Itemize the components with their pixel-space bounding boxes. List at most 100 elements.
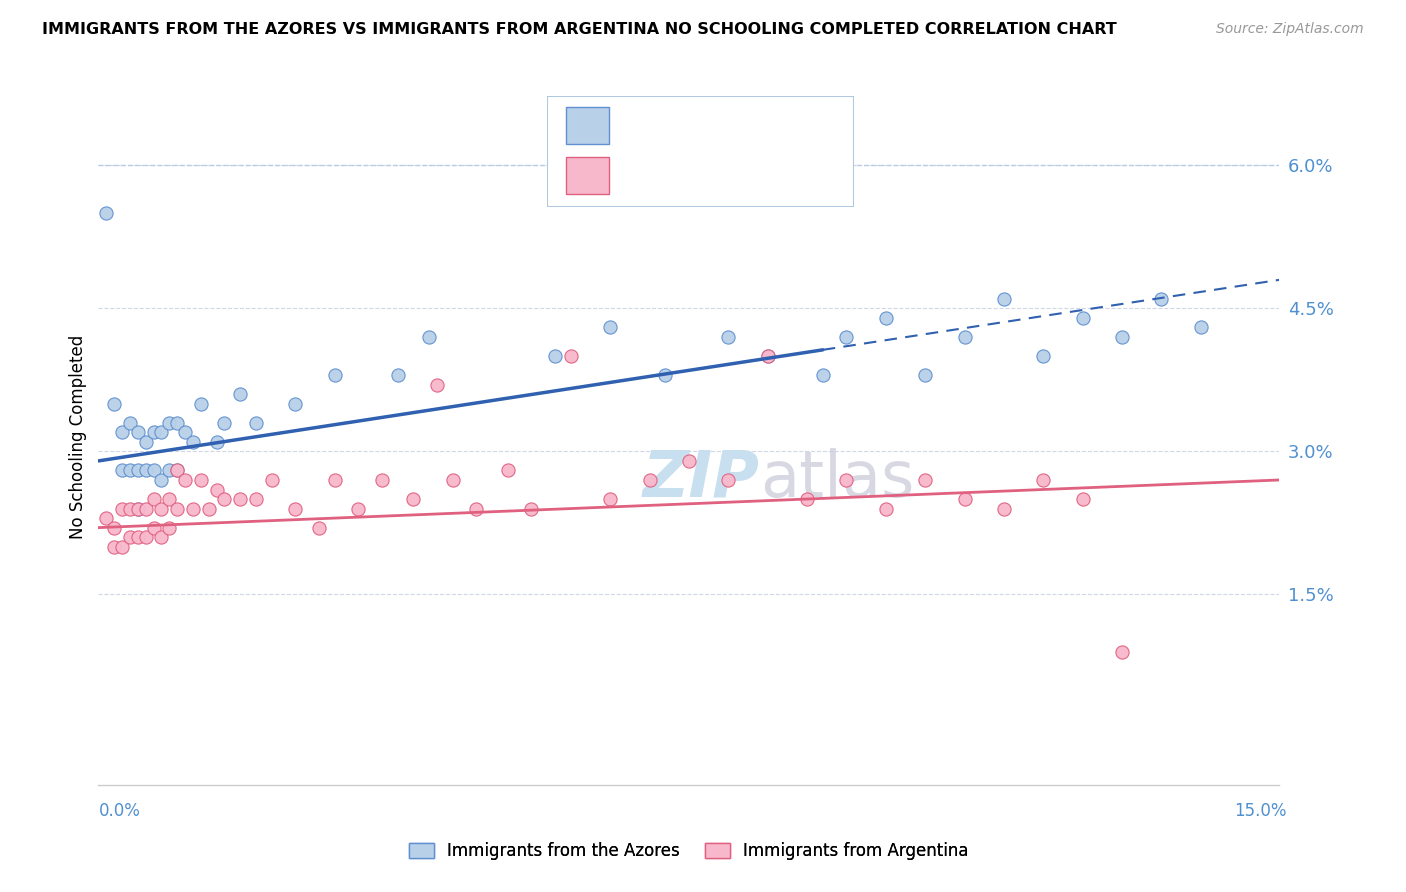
Point xyxy=(190,397,212,411)
Point xyxy=(1071,491,1094,506)
Point xyxy=(166,416,188,430)
Point xyxy=(96,511,118,525)
Text: 0.0%: 0.0% xyxy=(98,802,141,820)
Point xyxy=(284,501,307,516)
Point xyxy=(142,425,165,440)
Point xyxy=(150,530,173,544)
Point xyxy=(174,425,197,440)
Point xyxy=(142,463,165,477)
Point xyxy=(229,491,252,506)
Point xyxy=(135,463,157,477)
Point xyxy=(1032,349,1054,363)
Point xyxy=(127,501,149,516)
Point xyxy=(142,491,165,506)
Point xyxy=(135,530,157,544)
Point xyxy=(426,377,449,392)
Point xyxy=(717,473,740,487)
Point xyxy=(678,454,700,468)
Point xyxy=(835,330,858,344)
Point xyxy=(1150,292,1173,306)
Point xyxy=(599,491,621,506)
Point xyxy=(465,501,488,516)
Point xyxy=(1189,320,1212,334)
Point xyxy=(111,540,134,554)
Point xyxy=(103,540,125,554)
Point xyxy=(190,473,212,487)
Point xyxy=(103,397,125,411)
Point xyxy=(96,206,118,220)
Point xyxy=(638,473,661,487)
Point xyxy=(371,473,394,487)
Point xyxy=(150,473,173,487)
Point xyxy=(1071,310,1094,325)
Point xyxy=(520,501,543,516)
Point xyxy=(157,416,180,430)
Point xyxy=(127,463,149,477)
Point xyxy=(150,501,173,516)
Point xyxy=(111,463,134,477)
Point xyxy=(157,491,180,506)
Text: 15.0%: 15.0% xyxy=(1234,802,1286,820)
Point xyxy=(953,491,976,506)
Legend: Immigrants from the Azores, Immigrants from Argentina: Immigrants from the Azores, Immigrants f… xyxy=(402,836,976,867)
Point xyxy=(654,368,676,383)
Point xyxy=(111,425,134,440)
Text: IMMIGRANTS FROM THE AZORES VS IMMIGRANTS FROM ARGENTINA NO SCHOOLING COMPLETED C: IMMIGRANTS FROM THE AZORES VS IMMIGRANTS… xyxy=(42,22,1116,37)
Point xyxy=(135,434,157,449)
Y-axis label: No Schooling Completed: No Schooling Completed xyxy=(69,335,87,539)
Point xyxy=(599,320,621,334)
Point xyxy=(717,330,740,344)
Point xyxy=(914,368,936,383)
Point xyxy=(245,491,267,506)
Point xyxy=(205,434,228,449)
Point xyxy=(118,501,141,516)
Point xyxy=(245,416,267,430)
Point xyxy=(197,501,219,516)
Point xyxy=(229,387,252,401)
Point xyxy=(875,310,897,325)
Point xyxy=(323,368,346,383)
Point xyxy=(214,416,236,430)
Point xyxy=(174,473,197,487)
Point xyxy=(284,397,307,411)
Point xyxy=(544,349,567,363)
Point xyxy=(1111,330,1133,344)
Point xyxy=(214,491,236,506)
Point xyxy=(441,473,464,487)
Point xyxy=(127,425,149,440)
Point xyxy=(166,463,188,477)
Point xyxy=(308,521,330,535)
Point xyxy=(118,416,141,430)
Point xyxy=(157,463,180,477)
Point xyxy=(166,501,188,516)
Point xyxy=(111,501,134,516)
Point xyxy=(993,292,1015,306)
Point xyxy=(1111,644,1133,658)
Point xyxy=(260,473,283,487)
Point xyxy=(811,368,834,383)
Point xyxy=(387,368,409,383)
Point xyxy=(103,521,125,535)
Point xyxy=(914,473,936,487)
Point xyxy=(1032,473,1054,487)
Point xyxy=(835,473,858,487)
Point xyxy=(756,349,779,363)
Point xyxy=(127,530,149,544)
Point xyxy=(118,530,141,544)
Point xyxy=(418,330,440,344)
Point xyxy=(181,434,204,449)
Text: Source: ZipAtlas.com: Source: ZipAtlas.com xyxy=(1216,22,1364,37)
Point xyxy=(347,501,370,516)
Point xyxy=(993,501,1015,516)
Point xyxy=(157,521,180,535)
Point xyxy=(323,473,346,487)
Point xyxy=(127,501,149,516)
Point xyxy=(953,330,976,344)
Point xyxy=(875,501,897,516)
Point xyxy=(142,521,165,535)
Point xyxy=(205,483,228,497)
Point xyxy=(796,491,818,506)
Point xyxy=(181,501,204,516)
Point xyxy=(150,425,173,440)
Point xyxy=(496,463,519,477)
